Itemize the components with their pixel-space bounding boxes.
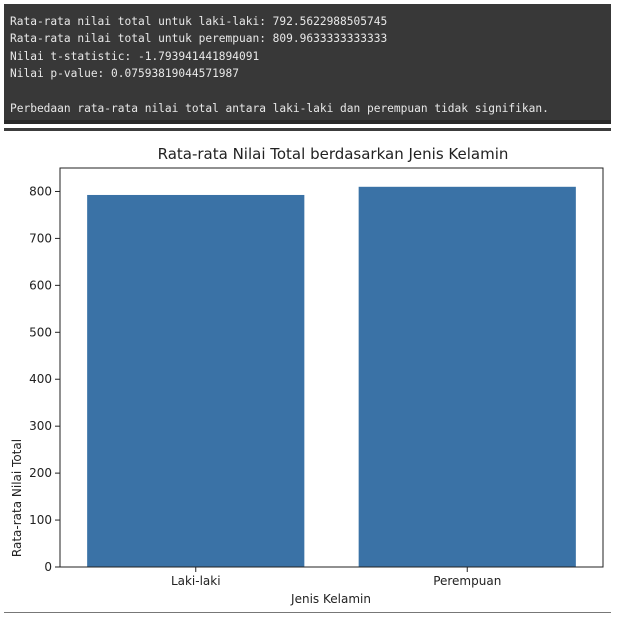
bar-perempuan [358,186,576,567]
y-tick-label: 100 [29,513,52,527]
plot-frame [59,167,604,568]
y-tick-label: 500 [29,325,52,339]
console-line: Nilai t-statistic: -1.793941441894091 [10,49,260,63]
y-tick-label: 800 [29,184,52,198]
y-tick-label: 700 [29,231,52,245]
bar-laki-laki [87,194,305,568]
chart-svg: Rata-rata Nilai Total berdasarkan Jenis … [10,145,604,606]
output-separator [4,128,611,131]
output-separator [4,612,611,613]
y-tick-label: 600 [29,278,52,292]
console-line: Rata-rata nilai total untuk laki-laki: 7… [10,15,388,28]
y-tick-label: 0 [44,560,52,574]
bar-chart: Rata-rata Nilai Total berdasarkan Jenis … [0,132,618,610]
x-axis-label: Jenis Kelamin [290,592,371,606]
console-line: Rata-rata nilai total untuk perempuan: 8… [10,32,388,46]
y-tick-label: 300 [29,419,52,433]
console-line: Perbedaan rata-rata nilai total antara l… [10,101,549,115]
output-console: Rata-rata nilai total untuk laki-laki: 7… [4,4,611,124]
console-line: Nilai p-value: 0.07593819044571987 [10,67,240,81]
console-line [10,83,605,100]
plot-area: Laki-laki Perempuan 0 100 200 300 400 500 600 700… [29,167,604,588]
x-tick-label: Perempuan [433,574,501,588]
y-tick-label: 200 [29,466,52,480]
y-tick-label: 400 [29,372,52,386]
x-tick-label: Laki-laki [171,574,221,588]
chart-title: Rata-rata Nilai Total berdasarkan Jenis … [158,145,509,163]
y-axis-label: Rata-rata Nilai Total [10,439,24,557]
